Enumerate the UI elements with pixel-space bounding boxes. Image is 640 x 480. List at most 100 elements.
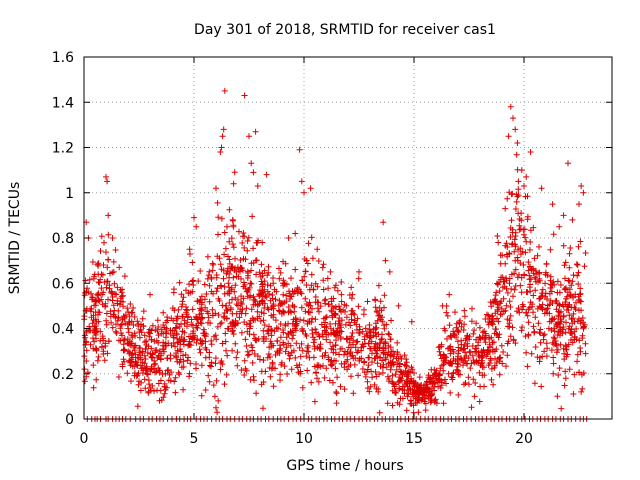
data-point [134, 318, 141, 325]
data-point [567, 292, 573, 299]
data-point [581, 263, 588, 270]
data-point [285, 235, 292, 241]
data-point [543, 353, 550, 360]
data-point [121, 273, 128, 280]
data-point [97, 248, 104, 254]
data-point [525, 306, 532, 313]
data-point [152, 369, 158, 376]
data-point [578, 183, 585, 189]
data-point [444, 335, 450, 342]
data-point [105, 296, 111, 303]
data-point [202, 304, 209, 311]
data-point [265, 351, 272, 357]
chart-title: Day 301 of 2018, SRMTID for receiver cas… [194, 22, 496, 38]
data-point [231, 169, 238, 176]
data-point [110, 268, 117, 275]
x-tick-label: 20 [515, 431, 533, 447]
data-point [444, 312, 451, 319]
data-point [136, 349, 143, 356]
data-point [216, 297, 223, 304]
data-point [191, 214, 197, 221]
data-point [296, 344, 303, 351]
data-point [298, 178, 305, 185]
data-point [226, 290, 233, 297]
data-point [263, 171, 270, 178]
data-point [439, 302, 446, 309]
data-point [359, 366, 366, 372]
data-point [137, 387, 144, 394]
data-point [256, 313, 263, 320]
data-point [403, 356, 410, 363]
data-point [175, 306, 182, 313]
data-point [399, 395, 406, 402]
data-point [425, 386, 432, 393]
data-point [530, 265, 537, 272]
data-point [217, 261, 224, 268]
data-point [239, 306, 246, 313]
data-point [141, 360, 148, 367]
data-point [305, 348, 312, 355]
data-point [167, 377, 174, 384]
data-point [507, 312, 514, 319]
data-point [160, 309, 167, 316]
data-point [223, 371, 230, 378]
data-point [93, 346, 100, 353]
data-point [221, 310, 228, 316]
data-point [327, 321, 334, 327]
data-point [509, 229, 516, 236]
data-point [255, 302, 261, 309]
data-point [331, 284, 338, 291]
data-point [252, 337, 259, 344]
data-point [204, 275, 211, 282]
data-point [523, 289, 530, 295]
data-point [351, 317, 358, 324]
data-point [161, 348, 168, 355]
data-point [494, 315, 500, 322]
data-point [241, 244, 248, 251]
data-point [99, 344, 105, 351]
data-point [562, 368, 569, 375]
data-point [336, 351, 343, 358]
data-point [198, 341, 205, 347]
data-point [343, 314, 350, 321]
data-point [389, 402, 396, 409]
data-point [550, 334, 557, 341]
x-tick-label: 10 [295, 431, 313, 447]
data-point [539, 306, 546, 313]
data-point [244, 352, 251, 359]
data-point [285, 331, 292, 338]
data-point [476, 324, 483, 331]
data-point [506, 280, 513, 287]
data-point [254, 183, 261, 189]
data-point [320, 261, 327, 268]
data-point [283, 334, 290, 341]
data-point [135, 323, 142, 329]
data-point [514, 254, 521, 261]
data-point [118, 330, 125, 337]
data-point [142, 346, 149, 353]
data-point [99, 271, 106, 278]
data-point [450, 349, 457, 355]
data-point [213, 185, 219, 192]
data-point [421, 392, 428, 399]
data-point [265, 306, 272, 313]
data-point [131, 372, 138, 379]
data-point [443, 380, 449, 387]
data-point [446, 291, 453, 298]
data-point [524, 193, 531, 200]
data-point [218, 144, 225, 151]
data-point [116, 301, 123, 308]
data-point [435, 383, 441, 390]
data-point [407, 397, 414, 404]
data-point [571, 318, 578, 325]
data-point [272, 296, 279, 303]
data-point [450, 328, 457, 335]
data-point [412, 393, 419, 400]
data-point [507, 304, 514, 310]
data-point [512, 126, 519, 133]
data-point [367, 329, 374, 336]
data-point [511, 248, 518, 255]
data-point [175, 369, 182, 376]
data-point [233, 354, 240, 361]
data-point [355, 303, 362, 310]
